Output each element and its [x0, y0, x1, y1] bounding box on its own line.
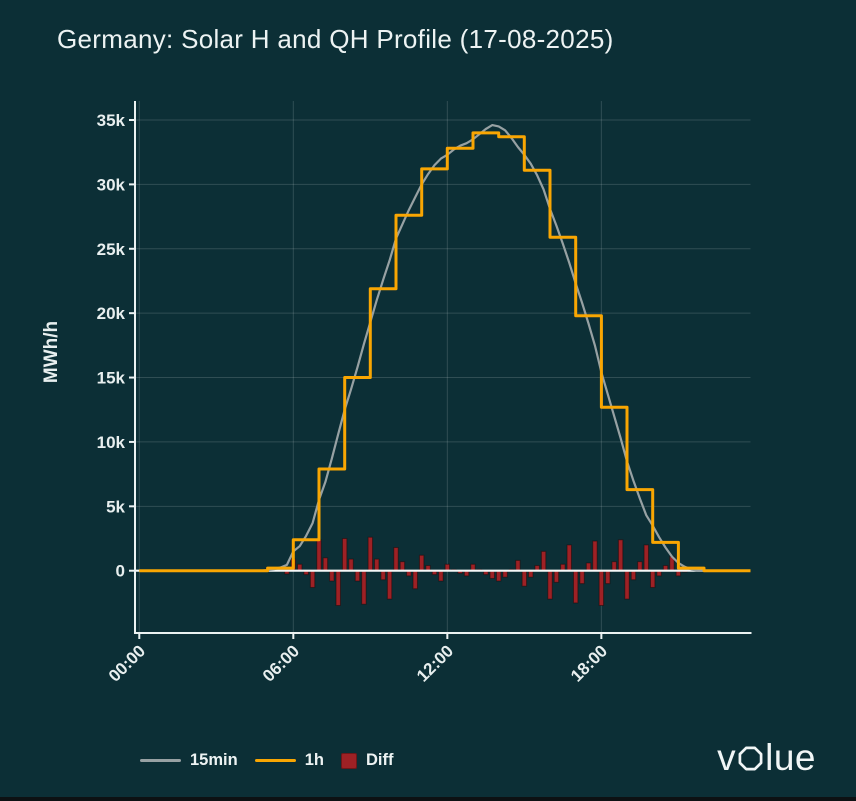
- diff-bar: [579, 570, 585, 585]
- y-tick-label: 10k: [97, 433, 126, 452]
- legend-item-15min[interactable]: 15min: [140, 751, 238, 770]
- diff-bar: [617, 539, 624, 572]
- y-tick-label: 15k: [97, 369, 126, 388]
- diff-bar: [521, 570, 528, 587]
- diff-bar: [566, 544, 572, 572]
- legend-item-diff[interactable]: Diff: [340, 751, 394, 770]
- y-tick-label: 25k: [97, 240, 126, 259]
- 1h-line-swatch-icon: [254, 758, 296, 763]
- diff-bar: [329, 570, 335, 582]
- diff-bar: [341, 538, 348, 572]
- legend-label-1h: 1h: [304, 751, 324, 769]
- y-tick-label: 30k: [97, 175, 126, 194]
- diff-bar: [630, 570, 637, 581]
- diff-bar: [540, 550, 547, 572]
- diff-bar: [367, 536, 374, 572]
- diff-bar: [547, 570, 553, 600]
- x-tick-label: 00:00: [105, 641, 149, 685]
- diff-bar: [598, 570, 605, 606]
- diff-bar: [592, 540, 598, 572]
- diff-bar: [374, 558, 380, 572]
- diff-bar: [553, 570, 560, 583]
- diff-bar: [399, 561, 406, 572]
- diff-bar: [515, 559, 521, 572]
- x-tick-label: 12:00: [413, 641, 457, 685]
- diff-bar: [643, 544, 649, 572]
- x-tick-label: 06:00: [259, 641, 303, 685]
- y-axis-title: MWh/h: [41, 321, 62, 383]
- diff-bar: [438, 570, 444, 582]
- 15min-line-swatch-icon: [140, 758, 181, 763]
- chart-legend: 15min 1h Diff: [140, 751, 393, 770]
- diff-bar: [572, 570, 579, 604]
- y-tick-label: 20k: [97, 304, 126, 323]
- y-tick-label: 5k: [106, 497, 125, 516]
- diff-bar: [611, 561, 617, 572]
- diff-bar: [412, 570, 418, 590]
- page-title: Germany: Solar H and QH Profile (17-08-2…: [57, 24, 614, 54]
- diff-bar: [361, 570, 367, 605]
- logo-polygon-o-icon: [738, 746, 763, 771]
- series-15min-line: [139, 123, 749, 572]
- diff-bar: [624, 570, 630, 600]
- diff-bar: [386, 570, 393, 600]
- legend-item-1h[interactable]: 1h: [254, 751, 324, 770]
- diff-bar: [585, 562, 592, 572]
- diff-bar: [393, 547, 399, 572]
- diff-bar: [637, 561, 643, 572]
- diff-bar: [322, 557, 329, 572]
- diff-bar: [418, 554, 425, 572]
- diff-bar: [380, 570, 386, 581]
- diff-bar: [495, 570, 502, 582]
- legend-label-diff: Diff: [365, 751, 394, 769]
- diff-square-swatch-icon: [340, 752, 357, 769]
- diff-bar: [605, 570, 611, 585]
- series-1h-step-line: [139, 131, 751, 573]
- diff-bar: [309, 570, 316, 588]
- logo-text-start: v: [717, 737, 737, 778]
- logo-text-end: lue: [765, 737, 816, 778]
- y-tick-label: 0: [116, 562, 125, 581]
- volue-logo: v lue: [717, 736, 816, 780]
- diff-bar: [348, 558, 354, 572]
- legend-label-15min: 15min: [190, 751, 238, 769]
- diff-bar: [335, 570, 341, 606]
- diff-bar: [489, 570, 495, 579]
- diff-bar: [649, 570, 656, 588]
- window-bottom-edge: [0, 797, 856, 801]
- x-tick-label: 18:00: [567, 641, 611, 685]
- diff-bar: [316, 539, 322, 572]
- diff-bar: [354, 570, 361, 582]
- y-tick-label: 35k: [97, 111, 126, 130]
